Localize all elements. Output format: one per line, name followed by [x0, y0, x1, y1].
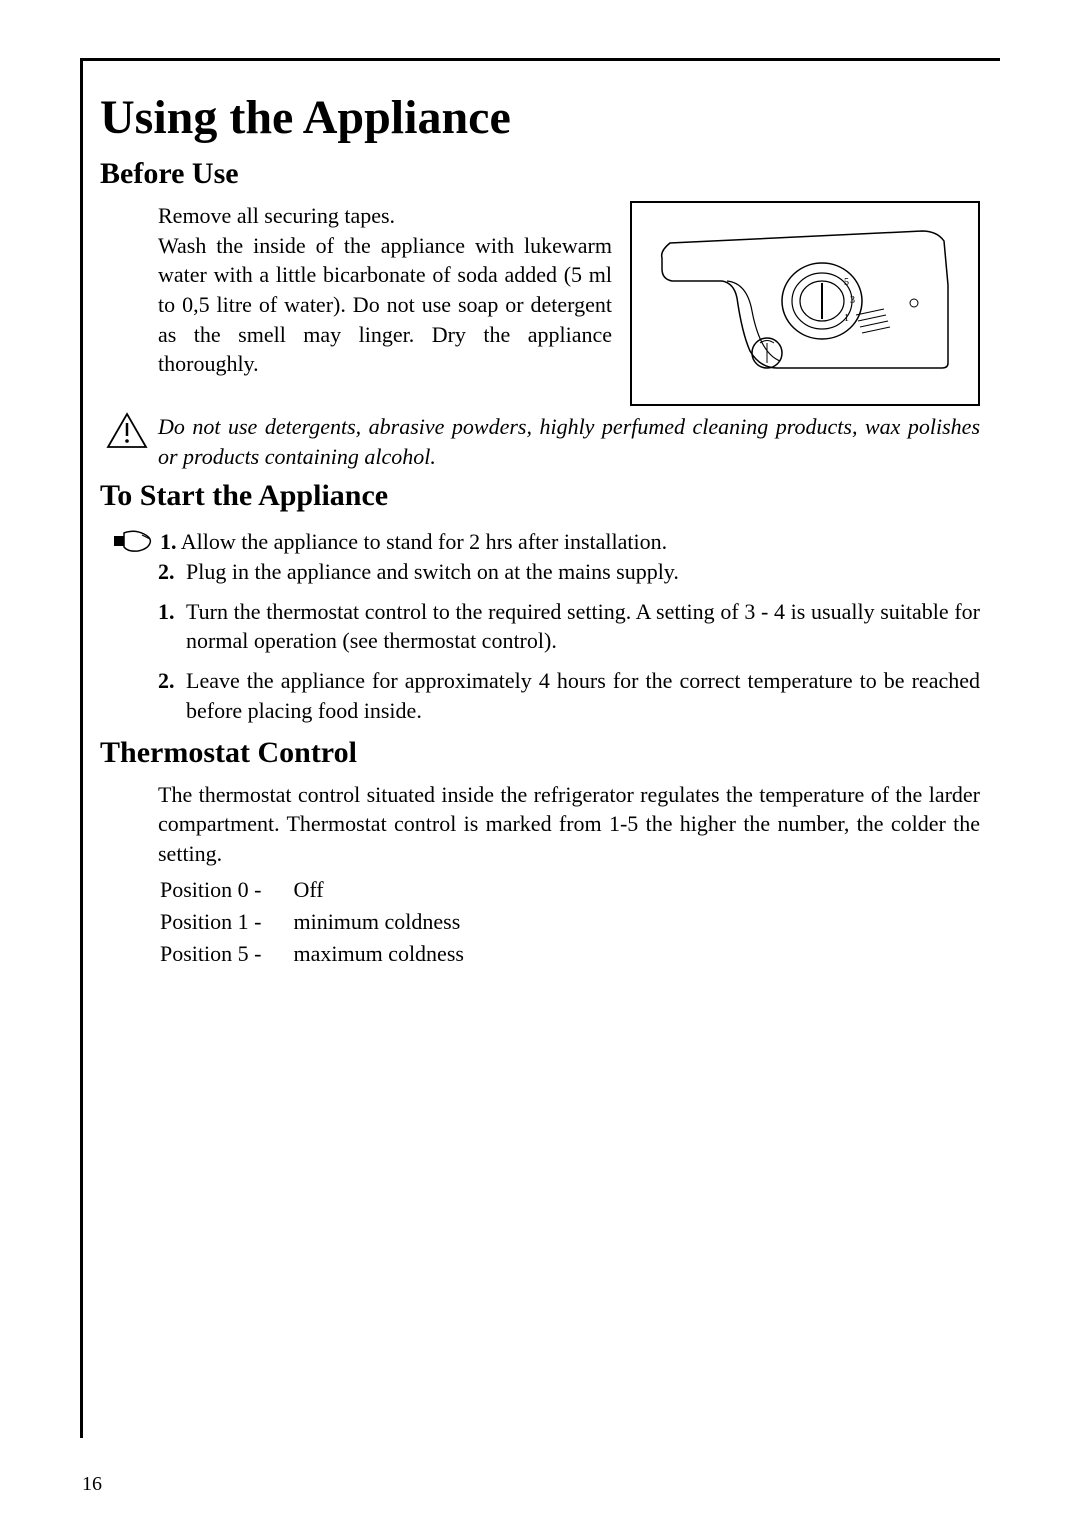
svg-text:5: 5 [844, 277, 849, 288]
before-use-text: Remove all securing tapes. Wash the insi… [158, 201, 612, 379]
hand-pointer-icon [112, 529, 152, 553]
positions-table: Position 0 - Off Position 1 - minimum co… [158, 875, 496, 973]
to-start-item-1: 1. Allow the appliance to stand for 2 hr… [160, 527, 667, 557]
warning-triangle-icon [106, 412, 148, 450]
before-use-row: Remove all securing tapes. Wash the insi… [100, 201, 980, 406]
warning-text: Do not use detergents, abrasive powders,… [158, 412, 980, 471]
thermostat-diagram-svg: 5 3 1 [632, 203, 982, 408]
position-label: Position 0 - [160, 877, 291, 907]
to-start-item-2: Plug in the appliance and switch on at t… [158, 557, 980, 587]
thermostat-diagram: 5 3 1 [630, 201, 980, 406]
page-content: Using the Appliance Before Use Remove al… [100, 78, 980, 973]
table-row: Position 1 - minimum coldness [160, 909, 494, 939]
svg-text:3: 3 [850, 295, 855, 306]
position-label: Position 5 - [160, 941, 291, 971]
section-title-to-start: To Start the Appliance [100, 479, 980, 513]
thermostat-intro: The thermostat control situated inside t… [158, 780, 980, 869]
to-start-item-3: Turn the thermostat control to the requi… [158, 597, 980, 656]
section-title-thermostat: Thermostat Control [100, 736, 980, 770]
to-start-item-1-text: Allow the appliance to stand for 2 hrs a… [181, 529, 667, 554]
to-start-list: Plug in the appliance and switch on at t… [158, 557, 980, 725]
section-title-before-use: Before Use [100, 157, 980, 191]
to-start-item-4-text: Leave the appliance for approximately 4 … [186, 668, 980, 723]
to-start-item-4: Leave the appliance for approximately 4 … [158, 666, 980, 725]
to-start-item-1-row: 1. Allow the appliance to stand for 2 hr… [106, 527, 980, 557]
to-start-item-3-text: Turn the thermostat control to the requi… [186, 599, 980, 654]
table-row: Position 5 - maximum coldness [160, 941, 494, 971]
to-start-item-2-text: Plug in the appliance and switch on at t… [186, 559, 679, 584]
table-row: Position 0 - Off [160, 877, 494, 907]
warning-row: Do not use detergents, abrasive powders,… [100, 412, 980, 471]
before-use-para2: Wash the inside of the appliance with lu… [158, 231, 612, 379]
before-use-para1: Remove all securing tapes. [158, 201, 612, 231]
position-desc: minimum coldness [293, 909, 493, 939]
page-number: 16 [82, 1473, 102, 1496]
position-label: Position 1 - [160, 909, 291, 939]
position-desc: maximum coldness [293, 941, 493, 971]
main-title: Using the Appliance [100, 90, 980, 145]
svg-text:1: 1 [844, 313, 849, 324]
position-desc: Off [293, 877, 493, 907]
